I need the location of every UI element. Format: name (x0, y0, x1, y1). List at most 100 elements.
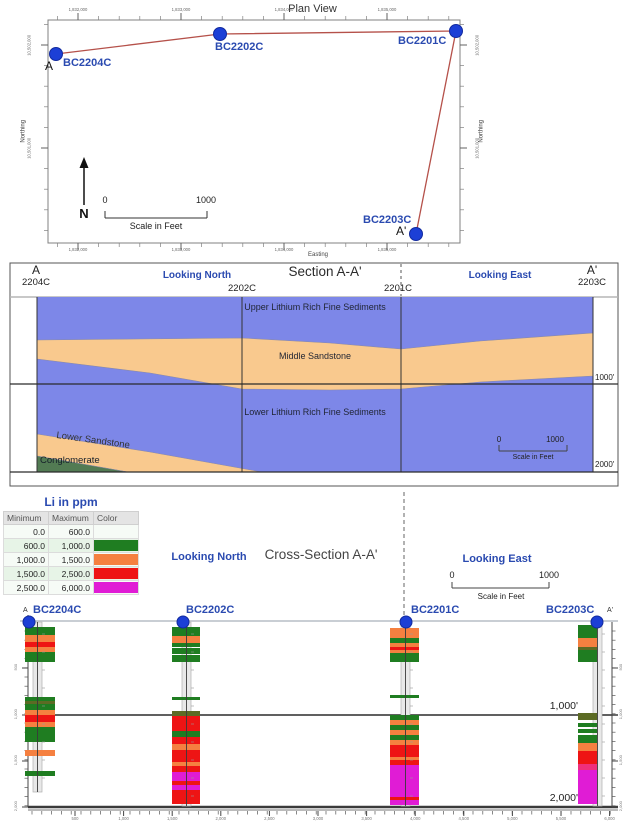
li-interval-band (390, 643, 419, 647)
legend-cell (93, 552, 139, 567)
depth-tick-label: 1,500 (12, 755, 18, 766)
li-interval-band (390, 735, 419, 740)
drill-path-line (55, 30, 457, 235)
layer-upper-label: Upper Lithium Rich Fine Sediments (244, 302, 386, 312)
northing-tick-label: 10,502,000 (474, 34, 480, 56)
li-interval-band (578, 647, 597, 650)
li-interval-band (172, 643, 200, 647)
legend-cell: 600.0 (48, 524, 94, 539)
cross-section-marker: A (23, 607, 28, 614)
legend-cell (93, 580, 139, 595)
plan-hole-label: BC2202C (215, 41, 264, 53)
easting-tick-label: 1,835,000 (377, 247, 397, 252)
li-interval-band (390, 715, 419, 720)
li-interval-band (25, 647, 55, 652)
legend-cell: 1,000.0 (48, 538, 94, 553)
li-interval-band (390, 720, 419, 725)
cross-hole-dot (399, 615, 413, 629)
legend-color-swatch (95, 526, 138, 537)
northing-tick-label: 10,501,000 (26, 137, 32, 159)
li-interval-band (578, 770, 597, 804)
legend-color-swatch (94, 554, 138, 565)
station-tick-label: 2,500 (264, 816, 275, 821)
north-arrow-head (79, 157, 89, 168)
legend-cell (93, 538, 139, 553)
li-interval-band (390, 797, 419, 800)
li-interval-band (390, 647, 419, 650)
legend-header: Color (93, 511, 139, 525)
cross-hole-label: BC2204C (33, 604, 82, 616)
station-tick-label: 2,000 (215, 816, 227, 821)
northing-tick-label: 10,502,000 (26, 34, 32, 56)
cross-scale-zero: 0 (449, 570, 455, 580)
legend-cell: 1,500.0 (48, 552, 94, 567)
li-legend: Minimum Maximum Color 0.0 600.0 600.0 1,000.0 1… (3, 511, 139, 595)
section-end-ap: A' (586, 263, 598, 277)
li-interval-band (172, 711, 200, 716)
cross-section-marker: A' (607, 607, 614, 614)
station-tick-label: 1,000 (118, 816, 129, 821)
legend-row: 0.0 600.0 (3, 524, 139, 539)
li-interval-band (390, 695, 419, 698)
section-title: Section A-A' (288, 264, 362, 279)
plan-hole-dot (213, 27, 227, 41)
legend-cell: 2,500.0 (3, 580, 49, 595)
section-scale-zero: 0 (496, 435, 502, 444)
cross-scale-end: 1000 (538, 570, 560, 580)
li-interval-band (578, 638, 597, 647)
li-interval-band (25, 627, 55, 635)
northing-tick-label: 10,501,000 (474, 137, 480, 159)
legend-color-swatch (94, 582, 138, 593)
cross-scale-caption: Scale in Feet (477, 592, 525, 601)
li-interval-band (25, 715, 55, 722)
li-interval-band (578, 625, 597, 638)
section-hole-2202: 2202C (228, 283, 256, 294)
middle-sandstone-layer (36, 332, 594, 391)
section-scale-caption: Scale in Feet (512, 454, 554, 461)
station-tick-label: 500 (71, 816, 79, 821)
li-interval-band (578, 751, 597, 764)
li-interval-band (172, 731, 200, 737)
station-tick-label: 3,000 (312, 816, 324, 821)
li-interval-band (390, 757, 419, 760)
section-box (9, 262, 619, 487)
li-interval-band (578, 650, 597, 662)
cross-hole-dot (176, 615, 190, 629)
plan-section-marker: A' (396, 224, 407, 238)
north-label: N (79, 206, 89, 221)
section-hole-2201: 2201C (384, 283, 412, 294)
plan-section-marker: A (45, 59, 54, 73)
plan-hole-label: BC2201C (398, 35, 447, 47)
li-interval-band (172, 772, 200, 781)
plan-scale-caption: Scale in Feet (129, 221, 183, 231)
legend-header: Maximum (48, 511, 94, 525)
plan-scale-end: 1000 (195, 195, 217, 205)
li-interval-band (390, 800, 419, 805)
li-interval-band (172, 785, 200, 790)
li-interval-band (25, 710, 55, 715)
cross-hole-label: BC2201C (411, 604, 460, 616)
legend-cell: 1,500.0 (3, 566, 49, 581)
depth-tick-label: 1,000 (617, 709, 623, 720)
cross-depth-2000: 2,000' (549, 792, 578, 804)
li-interval-band (172, 790, 200, 804)
legend-cell: 6,000.0 (48, 580, 94, 595)
plan-hole-dot (409, 227, 423, 241)
station-tick-label: 5,000 (507, 816, 518, 821)
plan-scale-zero: 0 (102, 195, 108, 205)
li-interval-band (25, 771, 55, 776)
legend-color-swatch (94, 540, 138, 551)
li-interval-band (390, 760, 419, 765)
cross-depth-1000: 1,000' (549, 700, 578, 712)
li-interval-band (172, 737, 200, 744)
station-tick-label: 3,500 (361, 816, 372, 821)
depth-tick-label: 1,500 (617, 755, 623, 766)
li-interval-band (390, 725, 419, 730)
li-interval-band (172, 697, 200, 700)
section-view-right: Looking East (468, 270, 532, 281)
cross-hole-label: BC2202C (186, 604, 235, 616)
legend-cell (93, 566, 139, 581)
cross-hole-dot (590, 615, 604, 629)
station-tick-label: 6,000 (604, 816, 615, 821)
li-interval-band (25, 642, 55, 647)
